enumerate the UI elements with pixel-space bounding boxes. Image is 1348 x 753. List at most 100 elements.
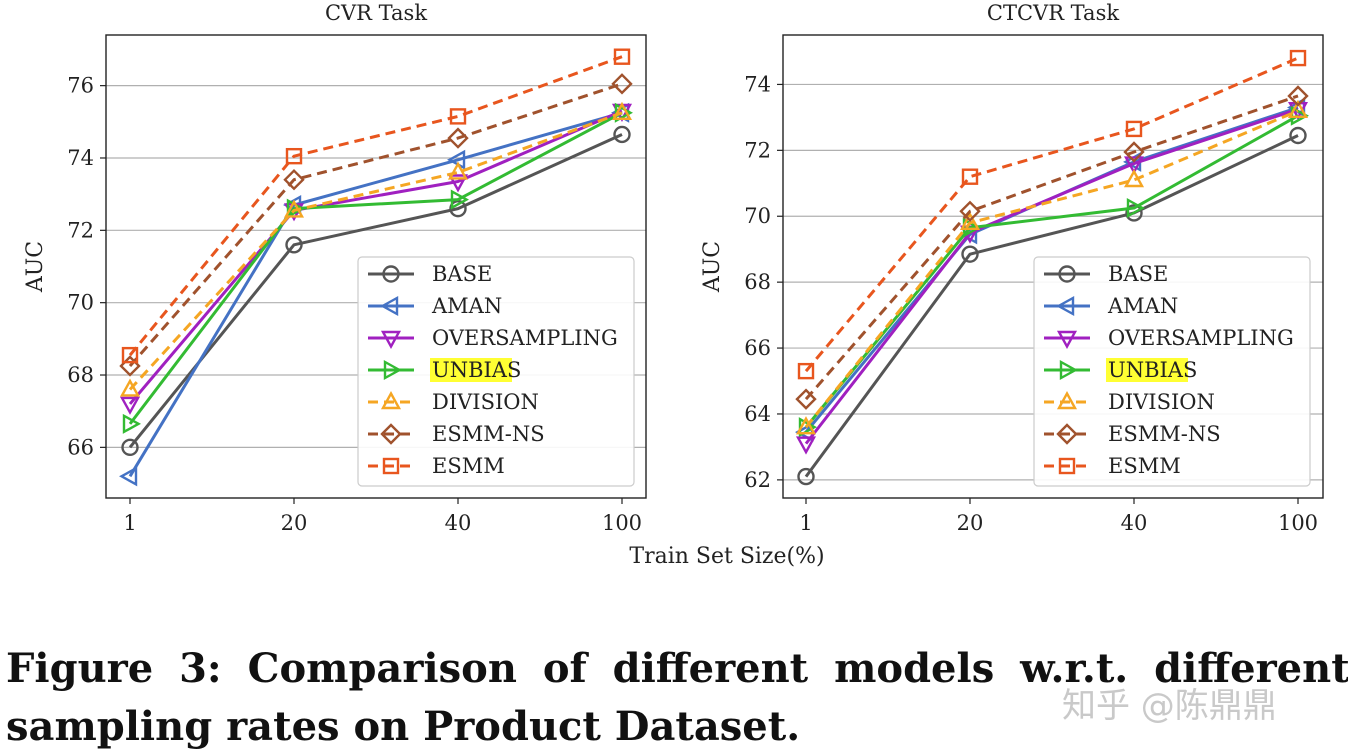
- series-line-esmm-ns: [804, 94, 1299, 401]
- data-point-esmm: [1125, 120, 1143, 138]
- data-point-unbias: [450, 189, 469, 210]
- data-point-division: [1123, 169, 1145, 188]
- data-point-division: [795, 416, 817, 435]
- series-esmm: [797, 49, 1307, 380]
- y-axis-label: AUC: [23, 241, 48, 293]
- y-tick-label: 70: [744, 204, 771, 228]
- legend-label: ESMM-NS: [1108, 422, 1221, 446]
- y-axis-label: AUC: [700, 241, 725, 293]
- data-point-oversampling: [447, 174, 469, 193]
- legend-entry-unbias: UNBIAS: [368, 358, 521, 382]
- legend-label: BASE: [1108, 262, 1168, 286]
- legend-entry-unbias: UNBIAS: [1044, 358, 1197, 382]
- figure-caption-line-2: sampling rates on Product Dataset.: [6, 703, 801, 750]
- x-tick-label: 20: [281, 511, 308, 535]
- legend-entry-esmm: ESMM: [368, 454, 505, 478]
- x-tick-label: 40: [1121, 511, 1148, 535]
- legend: BASE AMAN OVERSAMPLING UNBIAS DIVISION ESMM-N…: [1033, 256, 1311, 487]
- watermark: 知乎 @陈鼎鼎: [1062, 686, 1277, 726]
- legend-marker: [382, 265, 400, 283]
- data-point-base: [285, 236, 303, 254]
- data-point-esmm: [961, 168, 979, 185]
- y-tick-label: 74: [67, 146, 94, 170]
- data-point-division: [447, 161, 469, 180]
- legend-label: ESMM: [1108, 454, 1181, 478]
- data-point-esmm: [613, 48, 631, 65]
- y-tick-label: 76: [67, 74, 94, 98]
- legend-entry-aman: AMAN: [1044, 294, 1178, 318]
- series-line-unbias: [128, 111, 623, 425]
- y-tick-label: 72: [744, 138, 771, 162]
- legend-entry-esmm-ns: ESMM-NS: [368, 422, 545, 446]
- data-point-esmm: [797, 362, 815, 380]
- chart-panel-cvr-task: 66 68 70 72 74 76 1 20 40 100 CVR Task AUC BASE AMAN O…: [23, 1, 647, 535]
- plot-frame: [105, 34, 647, 499]
- series-line-aman: [128, 111, 623, 478]
- data-point-esmm: [285, 147, 303, 165]
- series-division: [795, 99, 1309, 435]
- data-point-base: [1289, 126, 1307, 145]
- data-point-esmm: [121, 346, 139, 364]
- data-point-esmm-ns: [447, 127, 469, 149]
- legend-entry-division: DIVISION: [368, 390, 539, 414]
- legend-entry-base: BASE: [1044, 262, 1168, 286]
- series-line-division: [804, 109, 1299, 429]
- data-point-aman: [119, 466, 138, 487]
- legend-marker: [1056, 330, 1078, 349]
- data-point-division: [1287, 99, 1309, 118]
- legend-marker: [1056, 423, 1078, 445]
- y-tick-label: 74: [744, 72, 771, 96]
- series-line-esmm: [128, 55, 623, 357]
- y-tick-label: 66: [67, 435, 94, 459]
- series-division: [119, 101, 633, 397]
- data-point-division: [119, 378, 141, 397]
- x-tick-label: 100: [602, 511, 642, 535]
- series-base: [121, 125, 631, 457]
- y-tick-label: 72: [67, 218, 94, 242]
- legend-entry-esmm: ESMM: [1044, 454, 1181, 478]
- legend-label: OVERSAMPLING: [1108, 326, 1294, 350]
- data-point-oversampling: [1123, 156, 1145, 175]
- data-point-division: [283, 199, 305, 218]
- legend-marker: [1056, 295, 1075, 317]
- series-line-base: [804, 134, 1299, 478]
- legend-label: ESMM-NS: [432, 422, 545, 446]
- data-point-esmm-ns: [795, 388, 817, 410]
- series-line-base: [128, 133, 623, 449]
- y-tick-label: 70: [67, 291, 94, 315]
- legend-marker: [380, 423, 402, 445]
- x-axis-label: Train Set Size(%): [629, 544, 824, 569]
- data-point-base: [797, 467, 815, 486]
- legend-marker: [1058, 457, 1076, 475]
- legend-marker: [1056, 391, 1078, 410]
- x-tick-label: 40: [445, 511, 472, 535]
- legend-entry-base: BASE: [368, 262, 492, 286]
- data-point-esmm: [449, 108, 467, 125]
- y-tick-label: 64: [744, 402, 771, 426]
- y-tick-label: 68: [67, 363, 94, 387]
- legend-entry-aman: AMAN: [368, 294, 502, 318]
- data-point-division: [611, 101, 633, 120]
- legend-label: ESMM: [432, 454, 505, 478]
- legend-highlight: [1106, 358, 1188, 382]
- data-point-esmm-ns: [611, 73, 633, 95]
- data-point-oversampling: [119, 396, 141, 415]
- legend-entry-esmm-ns: ESMM-NS: [1044, 422, 1221, 446]
- data-point-division: [959, 211, 981, 231]
- y-tick-label: 68: [744, 270, 771, 294]
- series-line-unbias: [804, 114, 1299, 429]
- series-esmm-ns: [795, 85, 1309, 410]
- series-line-oversampling: [804, 107, 1299, 445]
- legend-label: OVERSAMPLING: [432, 326, 618, 350]
- chart-title: CTCVR Task: [987, 1, 1119, 25]
- x-tick-label: 1: [799, 511, 812, 535]
- data-point-esmm: [1289, 49, 1307, 67]
- legend-marker: [1059, 359, 1078, 381]
- y-tick-label: 66: [744, 336, 771, 360]
- x-tick-label: 100: [1278, 511, 1318, 535]
- data-point-base: [1125, 204, 1143, 222]
- legend-entry-division: DIVISION: [1044, 390, 1215, 414]
- data-point-unbias: [1126, 197, 1145, 219]
- figure-caption-line-1: Figure 3: Comparison of different models…: [6, 645, 1348, 692]
